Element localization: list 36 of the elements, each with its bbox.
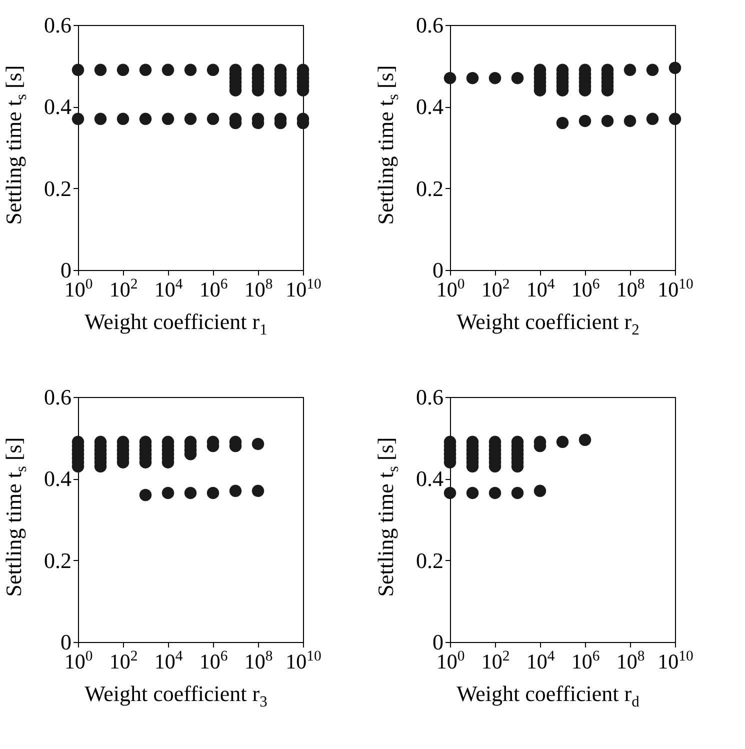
x-tick-label: 10$^{8}$ [616,648,645,674]
x-tick-label: 10$^{8}$ [244,276,273,302]
x-tick-label: 10$^{4}$ [154,276,184,302]
x-tick-label: 10$^{10}$ [658,276,694,302]
x-tick-label: 10$^{4}$ [526,276,556,302]
y-tick-label: 0.6 [416,384,444,410]
x-tick-label: 10$^{2}$ [109,648,138,674]
x-tick-label: 10$^{10}$ [286,648,322,674]
y-tick-label: 0.2 [416,548,444,573]
x-axis-title: Weight coefficient r$_{1}$ [84,309,268,340]
y-tick-label: 0.4 [416,466,444,492]
x-tick-label: 10$^{2}$ [109,276,138,302]
x-axis-title: Weight coefficient r$_{3}$ [84,681,268,712]
x-axis-title: Weight coefficient r$_{2}$ [456,309,640,340]
y-tick-label: 0.6 [44,12,72,38]
y-tick-label: 0.2 [416,176,444,201]
y-tick-label: 0.6 [44,384,72,410]
x-axis-title: Weight coefficient r$_{d}$ [456,681,640,712]
y-tick-label: 0.6 [416,12,444,38]
y-tick-label: 0.2 [44,176,72,201]
x-tick-label: 10$^{4}$ [526,648,556,674]
x-tick-label: 10$^{6}$ [571,276,600,302]
y-tick-label: 0.4 [44,466,72,492]
y-tick-label: 0.2 [44,548,72,573]
x-tick-label: 10$^{10}$ [658,648,694,674]
x-tick-label: 10$^{2}$ [481,276,510,302]
x-tick-label: 10$^{6}$ [199,276,228,302]
x-tick-label: 10$^{10}$ [286,276,322,302]
x-tick-label: 10$^{8}$ [244,648,273,674]
y-tick-label: 0.4 [416,94,444,120]
x-tick-label: 10$^{6}$ [199,648,228,674]
x-tick-label: 10$^{8}$ [616,276,645,302]
y-tick-label: 0.4 [44,94,72,120]
x-tick-label: 10$^{6}$ [571,648,600,674]
x-tick-label: 10$^{2}$ [481,648,510,674]
x-tick-label: 10$^{4}$ [154,648,184,674]
